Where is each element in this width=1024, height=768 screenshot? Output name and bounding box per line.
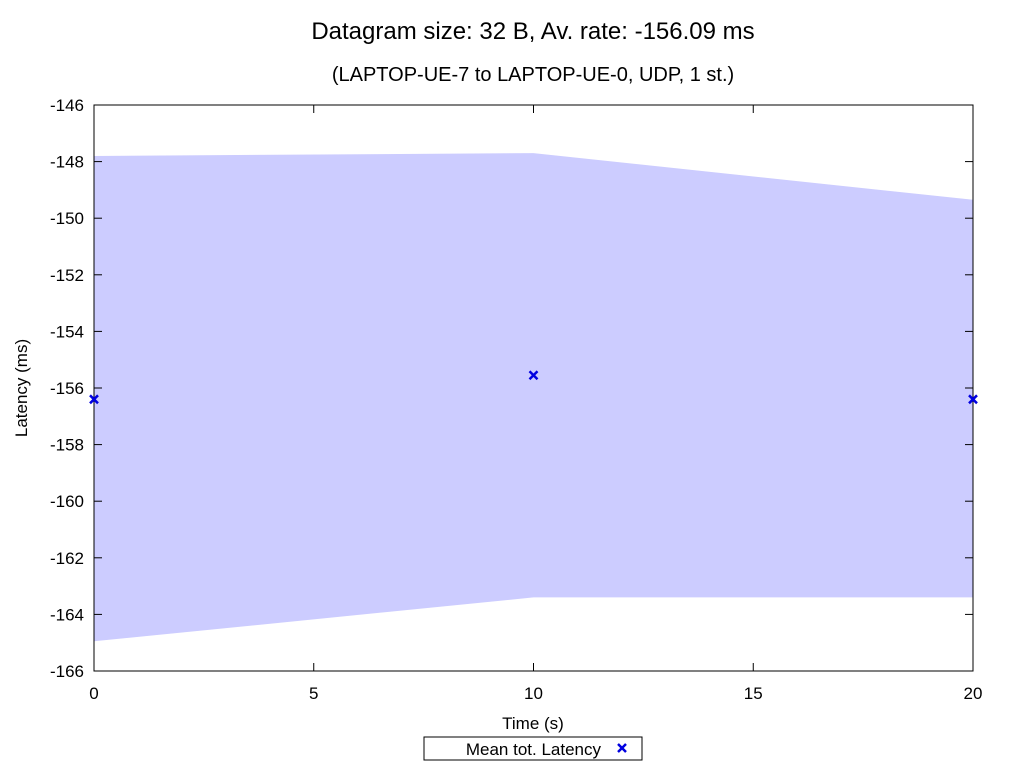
y-axis-label: Latency (ms)	[12, 339, 31, 437]
y-tick-label: -158	[50, 436, 84, 455]
data-point	[89, 394, 99, 405]
chart-title: Datagram size: 32 B, Av. rate: -156.09 m…	[311, 18, 754, 45]
legend-entry-label: Mean tot. Latency	[466, 740, 602, 759]
legend-marker-x-icon	[617, 743, 627, 753]
x-tick-label: 5	[309, 684, 318, 703]
marker-stroke	[968, 394, 978, 405]
data-points	[89, 370, 978, 405]
legend-marker	[617, 743, 627, 753]
y-tick-label: -166	[50, 662, 84, 681]
y-tick-label: -152	[50, 266, 84, 285]
y-tick-label: -148	[50, 153, 84, 172]
x-axis-label: Time (s)	[502, 714, 564, 733]
chart-subtitle: (LAPTOP-UE-7 to LAPTOP-UE-0, UDP, 1 st.)	[332, 64, 734, 86]
y-tick-label: -164	[50, 605, 84, 624]
x-tick-label: 15	[744, 684, 763, 703]
x-tick-label: 0	[89, 684, 98, 703]
axis-ticks: 0 5 10 15 20 -146 -148 -150 -152 -154 -156 -158 -160…	[50, 96, 982, 703]
y-tick-label: -160	[50, 492, 84, 511]
legend: Mean tot. Latency	[423, 736, 643, 761]
y-tick-label: -156	[50, 379, 84, 398]
y-tick-label: -150	[50, 209, 84, 228]
confidence-band	[94, 153, 973, 642]
marker-stroke	[89, 394, 99, 405]
confidence-band-layer	[94, 153, 973, 642]
y-tick-label: -162	[50, 549, 84, 568]
data-point	[968, 394, 978, 405]
data-point	[528, 370, 539, 381]
y-tick-label: -154	[50, 322, 84, 341]
x-tick-label: 20	[964, 684, 983, 703]
y-tick-label: -146	[50, 96, 84, 115]
marker-stroke	[528, 370, 539, 381]
x-tick-label: 10	[524, 684, 543, 703]
legend-box	[423, 736, 643, 761]
marker-stroke	[617, 743, 627, 753]
